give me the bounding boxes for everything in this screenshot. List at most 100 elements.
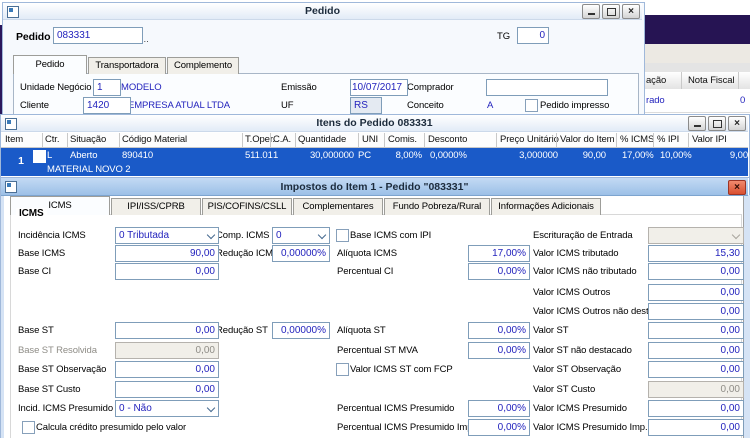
reducao-icms-field[interactable]: 0,00000%: [272, 245, 330, 262]
comprador-field[interactable]: [486, 79, 608, 96]
cell-valor-item: 90,00: [582, 150, 606, 161]
comp-icms-dropdown[interactable]: 0: [272, 227, 330, 244]
valor-icms-st-com-fcp-checkbox[interactable]: [336, 363, 349, 376]
col-valor-ipi[interactable]: Valor IPI: [692, 134, 727, 145]
base-icms-label: Base ICMS: [18, 248, 66, 259]
percentual-st-mva-field[interactable]: 0,00%: [468, 342, 530, 359]
base-st-field[interactable]: 0,00: [115, 322, 219, 339]
maximize-button[interactable]: [708, 116, 726, 131]
col-desconto[interactable]: Desconto: [428, 134, 468, 145]
cell-situacao: Aberto: [70, 150, 98, 161]
valor-st-field[interactable]: 0,00: [648, 322, 744, 339]
valor-icms-presumido-imp-pr-field[interactable]: 0,00: [648, 419, 744, 436]
valor-icms-nao-tributado-field[interactable]: 0,00: [648, 263, 744, 280]
itens-selected-row[interactable]: 1 L Aberto 890410 511.01 1 30,000000 PC …: [1, 148, 748, 176]
unidade-negocio-field[interactable]: 1: [93, 79, 121, 96]
pedido-impresso-label: Pedido impresso: [540, 100, 610, 111]
percentual-ci-field[interactable]: 0,00%: [468, 263, 530, 280]
valor-icms-outros-nao-dest-field[interactable]: 0,00: [648, 303, 744, 320]
percentual-icms-presumido-imp-pr-field[interactable]: 0,00%: [468, 419, 530, 436]
pedido-impresso-checkbox[interactable]: [525, 99, 538, 112]
aliquota-icms-field[interactable]: 17,00%: [468, 245, 530, 262]
cliente-field[interactable]: 1420: [83, 97, 131, 114]
minimize-button[interactable]: [688, 116, 706, 131]
pedido-tabs: Pedido Transportadora Complemento: [13, 55, 240, 74]
col-ca[interactable]: C.A.: [273, 134, 292, 145]
emissao-field[interactable]: 10/07/2017: [350, 79, 408, 96]
aliquota-st-field[interactable]: 0,00%: [468, 322, 530, 339]
valor-icms-outros-label: Valor ICMS Outros: [533, 287, 611, 298]
col-valor-do-item[interactable]: Valor do Item: [560, 134, 615, 145]
escrituracao-label: Escrituração de Entrada: [533, 230, 633, 241]
incidencia-icms-dropdown[interactable]: 0 Tributada: [115, 227, 219, 244]
pedido-number-field[interactable]: 083331: [53, 27, 143, 44]
calcula-credito-presumido-checkbox[interactable]: [22, 421, 35, 434]
emissao-label: Emissão: [281, 82, 317, 93]
valor-icms-tributado-label: Valor ICMS tributado: [533, 248, 619, 259]
tab-ipi-iss-cprb[interactable]: IPI/ISS/CPRB: [111, 198, 201, 215]
cell-codigo-material: 890410: [122, 150, 154, 161]
valor-st-observacao-field[interactable]: 0,00: [648, 361, 744, 378]
percentual-icms-presumido-label: Percentual ICMS Presumido: [337, 403, 455, 414]
percentual-icms-presumido-field[interactable]: 0,00%: [468, 400, 530, 417]
tab-pedido[interactable]: Pedido: [13, 55, 87, 74]
row-checkbox[interactable]: [33, 150, 46, 163]
lookup-button[interactable]: ...: [141, 34, 149, 45]
minimize-icon: [587, 13, 595, 15]
col-item[interactable]: Item: [5, 134, 24, 145]
tab-complementares[interactable]: Complementares: [293, 198, 383, 215]
window-icon: [5, 181, 17, 193]
minimize-button[interactable]: [582, 4, 600, 19]
col-perc-ipi[interactable]: % IPI: [657, 134, 680, 145]
cell-quantidade: 30,000000: [309, 150, 354, 161]
valor-icms-presumido-field[interactable]: 0,00: [648, 400, 744, 417]
impostos-right-frame: [743, 195, 750, 438]
base-icms-field[interactable]: 90,00: [115, 245, 219, 262]
col-perc-icms[interactable]: % ICMS: [620, 134, 655, 145]
tg-field[interactable]: 0: [517, 27, 549, 44]
col-codigo-material[interactable]: Código Material: [122, 134, 188, 145]
maximize-button[interactable]: [602, 4, 620, 19]
uf-field[interactable]: RS: [350, 97, 382, 114]
cell-desconto: 0,0000%: [430, 150, 467, 161]
col-t-oper[interactable]: T.Oper.: [245, 134, 275, 145]
window-icon: [7, 6, 19, 18]
valor-st-nao-destacado-field[interactable]: 0,00: [648, 342, 744, 359]
comp-icms-label: Comp. ICMS: [216, 230, 270, 241]
valor-icms-tributado-field[interactable]: 15,30: [648, 245, 744, 262]
tab-informacoes-adicionais[interactable]: Informações Adicionais: [491, 198, 601, 215]
bg-col-header-nota-fiscal: Nota Fiscal: [688, 75, 735, 86]
itens-titlebar[interactable]: Itens do Pedido 083331 ×: [1, 115, 748, 132]
base-icms-com-ipi-checkbox[interactable]: [336, 229, 349, 242]
column-divider: [384, 133, 385, 147]
col-ctr[interactable]: Ctr.: [45, 134, 60, 145]
col-preco-unitario[interactable]: Preço Unitário: [500, 134, 559, 145]
col-comis[interactable]: Comis.: [388, 134, 417, 145]
close-button[interactable]: ×: [728, 116, 746, 131]
base-st-observacao-label: Base ST Observação: [18, 364, 107, 375]
icms-group-title: ICMS: [16, 208, 47, 219]
base-st-observacao-field[interactable]: 0,00: [115, 361, 219, 378]
col-quantidade[interactable]: Quantidade: [298, 134, 347, 145]
col-situacao[interactable]: Situação: [70, 134, 107, 145]
impostos-titlebar[interactable]: Impostos do Item 1 - Pedido "083331" ×: [1, 178, 748, 196]
tab-pis-cofins-csll[interactable]: PIS/COFINS/CSLL: [202, 198, 292, 215]
pedido-titlebar[interactable]: Pedido ×: [3, 3, 642, 20]
valor-icms-outros-field[interactable]: 0,00: [648, 284, 744, 301]
background-grid-row[interactable]: rado 0: [645, 89, 750, 113]
tab-fundo-pobreza-rural[interactable]: Fundo Pobreza/Rural: [384, 198, 490, 215]
escrituracao-dropdown: [648, 227, 744, 244]
valor-st-nao-destacado-label: Valor ST não destacado: [533, 345, 632, 356]
col-uni[interactable]: UNI: [362, 134, 379, 145]
close-button[interactable]: ×: [728, 180, 746, 195]
reducao-st-field[interactable]: 0,00000%: [272, 322, 330, 339]
base-ci-field[interactable]: 0,00: [115, 263, 219, 280]
incid-icms-presumido-dropdown[interactable]: 0 - Não: [115, 400, 219, 417]
close-button[interactable]: ×: [622, 4, 640, 19]
tab-complemento[interactable]: Complemento: [167, 57, 239, 74]
tab-transportadora[interactable]: Transportadora: [88, 57, 166, 74]
base-st-custo-field[interactable]: 0,00: [115, 381, 219, 398]
reducao-st-label: Redução ST: [216, 325, 268, 336]
valor-st-custo-field: 0,00: [648, 381, 744, 398]
